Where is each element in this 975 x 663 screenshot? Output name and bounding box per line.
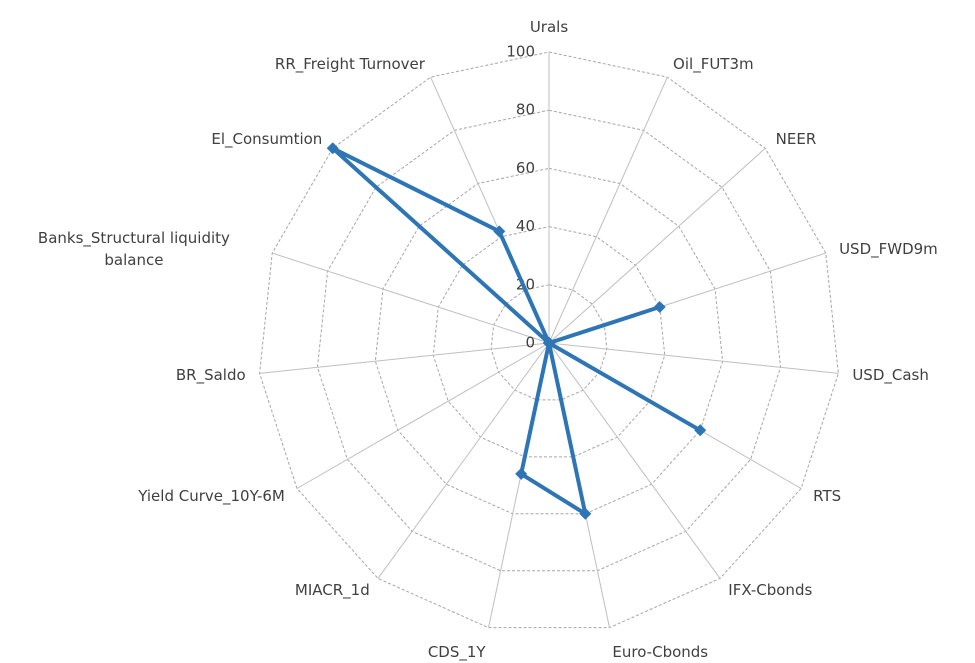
r-tick-label: 0 — [525, 334, 535, 352]
data-point — [653, 301, 666, 314]
category-label: CDS_1Y — [427, 643, 486, 662]
grid-ring — [432, 226, 666, 458]
spoke — [548, 147, 766, 344]
r-tick-label: 100 — [506, 43, 535, 61]
spoke — [296, 342, 550, 489]
spoke — [272, 252, 550, 344]
category-label: IFX-Cbonds — [728, 580, 813, 599]
spoke — [548, 76, 668, 344]
category-label: BR_Saldo — [175, 365, 246, 384]
category-label: RTS — [813, 486, 842, 505]
category-label: El_Consumtion — [211, 129, 323, 148]
series-line — [330, 146, 703, 516]
category-label: MIACR_1d — [294, 580, 370, 599]
category-label: USD_Cash — [852, 365, 929, 384]
category-label: NEER — [775, 129, 817, 148]
spoke — [259, 342, 550, 374]
spoke — [548, 342, 839, 374]
data-point — [515, 467, 528, 480]
category-label: RR_Freight Turnover — [274, 55, 425, 74]
category-label: Euro-Cbonds — [612, 643, 709, 662]
grid-ring — [490, 284, 608, 401]
category-label: Urals — [529, 18, 569, 36]
category-label: Yield Curve_10Y-6M — [138, 486, 285, 505]
category-label: USD_FWD9m — [839, 239, 938, 258]
category-label: Oil_FUT3m — [673, 55, 754, 74]
category-label: Banks_Structural liquidity balance — [37, 228, 230, 269]
spoke — [548, 342, 721, 579]
grid-ring — [316, 109, 782, 572]
data-point — [326, 142, 339, 155]
data-point — [694, 424, 707, 437]
data-point — [579, 507, 592, 520]
r-tick-label: 60 — [516, 159, 535, 177]
grid-ring — [374, 167, 724, 515]
spoke — [377, 342, 550, 579]
r-tick-label: 80 — [516, 101, 535, 119]
data-point — [493, 225, 506, 238]
data-point — [543, 337, 555, 349]
grid-ring — [259, 51, 839, 629]
r-tick-label: 40 — [516, 217, 535, 235]
